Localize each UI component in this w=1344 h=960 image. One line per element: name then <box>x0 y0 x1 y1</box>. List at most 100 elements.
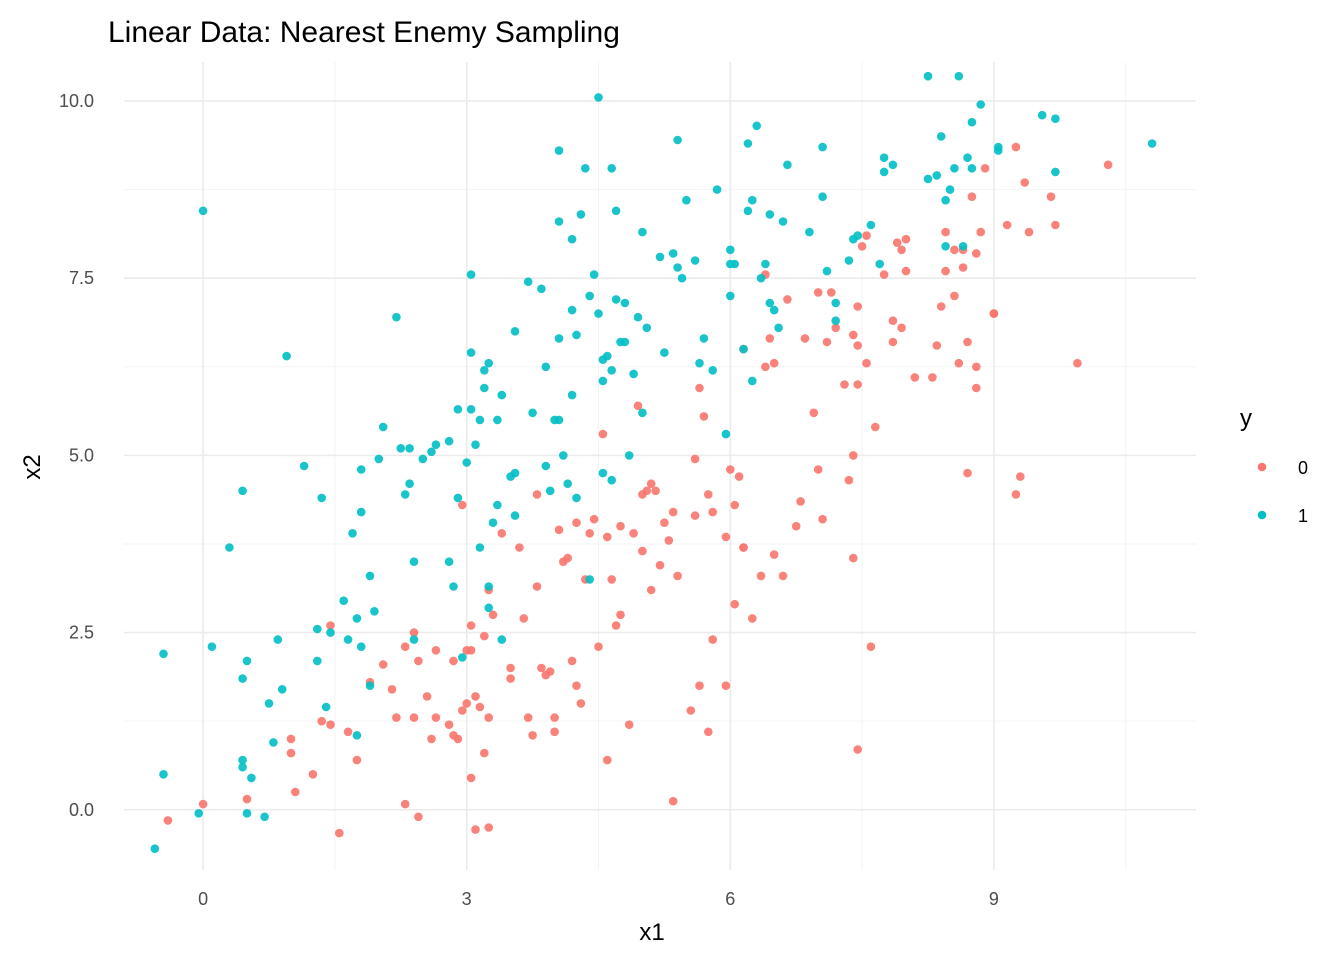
point-class-1 <box>875 259 884 269</box>
point-class-0 <box>326 720 335 729</box>
point-class-0 <box>335 828 344 838</box>
data-points <box>150 71 1157 853</box>
point-class-0 <box>888 316 898 326</box>
point-class-0 <box>475 702 485 712</box>
point-class-0 <box>954 358 964 368</box>
point-class-1 <box>831 298 840 308</box>
point-class-1 <box>945 185 955 194</box>
point-class-1 <box>594 93 603 102</box>
point-class-0 <box>761 362 770 372</box>
point-class-0 <box>827 288 836 297</box>
point-class-0 <box>778 571 788 581</box>
point-class-0 <box>791 521 801 531</box>
point-class-1 <box>726 245 735 255</box>
point-class-0 <box>853 380 862 389</box>
chart-title: Linear Data: Nearest Enemy Sampling <box>108 16 620 49</box>
point-class-0 <box>616 521 625 531</box>
point-class-1 <box>321 702 331 712</box>
point-class-0 <box>708 507 717 517</box>
point-class-0 <box>726 465 735 474</box>
point-class-0 <box>866 642 876 651</box>
point-class-1 <box>923 174 933 184</box>
point-class-1 <box>559 451 568 460</box>
point-class-1 <box>936 132 946 141</box>
point-class-1 <box>554 146 564 155</box>
point-class-1 <box>598 376 608 386</box>
x-axis-ticks: 0 3 6 9 <box>198 889 999 909</box>
point-class-1 <box>396 444 406 453</box>
point-class-1 <box>374 454 384 464</box>
x-tick-label: 9 <box>989 889 999 909</box>
point-class-0 <box>594 642 603 651</box>
point-class-1 <box>554 415 564 425</box>
point-class-1 <box>668 249 678 258</box>
point-class-0 <box>748 614 757 623</box>
point-class-1 <box>567 390 577 400</box>
point-class-1 <box>194 809 203 818</box>
point-class-1 <box>633 312 643 322</box>
point-class-0 <box>853 302 862 311</box>
point-class-1 <box>673 135 682 145</box>
point-class-1 <box>348 529 357 538</box>
point-class-1 <box>370 607 379 616</box>
point-class-1 <box>888 160 898 170</box>
point-class-0 <box>756 571 766 581</box>
point-class-0 <box>660 518 669 527</box>
point-class-1 <box>879 153 889 162</box>
point-class-0 <box>655 560 665 570</box>
point-class-1 <box>238 755 247 765</box>
point-class-1 <box>690 256 700 265</box>
point-class-1 <box>427 447 436 457</box>
point-class-0 <box>624 720 634 729</box>
point-class-1 <box>963 153 972 162</box>
point-class-0 <box>721 532 731 542</box>
point-class-1 <box>818 192 827 201</box>
x-tick-label: 3 <box>462 889 472 909</box>
point-class-1 <box>783 160 792 170</box>
point-class-0 <box>901 266 911 276</box>
point-class-1 <box>699 334 709 343</box>
point-class-1 <box>269 738 278 747</box>
point-class-0 <box>431 713 441 722</box>
point-class-1 <box>761 259 770 269</box>
point-class-1 <box>365 571 375 581</box>
point-class-0 <box>449 656 458 666</box>
point-class-0 <box>532 582 542 591</box>
point-class-1 <box>326 628 335 637</box>
point-class-1 <box>523 277 533 287</box>
point-class-0 <box>980 164 990 173</box>
point-class-1 <box>545 486 555 496</box>
point-class-1 <box>563 479 572 489</box>
point-class-1 <box>765 210 775 219</box>
point-class-0 <box>936 302 946 311</box>
point-class-0 <box>576 699 586 708</box>
point-class-0 <box>480 631 489 641</box>
point-class-0 <box>515 543 524 552</box>
point-class-1 <box>343 635 353 644</box>
point-class-1 <box>721 429 731 439</box>
point-class-0 <box>458 706 467 715</box>
point-class-0 <box>813 465 823 474</box>
point-class-1 <box>356 465 366 474</box>
point-class-1 <box>567 234 577 244</box>
point-class-1 <box>493 415 502 425</box>
point-class-1 <box>607 475 616 485</box>
point-class-0 <box>1103 160 1113 170</box>
point-class-0 <box>506 663 515 673</box>
point-class-1 <box>607 164 616 173</box>
point-class-0 <box>796 497 805 506</box>
point-class-1 <box>475 415 485 425</box>
point-class-1 <box>739 344 748 354</box>
point-class-0 <box>611 621 621 630</box>
point-class-1 <box>537 284 546 294</box>
x-tick-label: 6 <box>725 889 735 909</box>
point-class-1 <box>150 844 160 853</box>
point-class-1 <box>642 323 652 333</box>
point-class-1 <box>607 366 616 375</box>
point-class-1 <box>967 117 977 127</box>
point-class-1 <box>225 543 234 552</box>
point-class-0 <box>972 249 981 258</box>
point-class-0 <box>734 472 744 481</box>
point-class-1 <box>356 507 366 517</box>
